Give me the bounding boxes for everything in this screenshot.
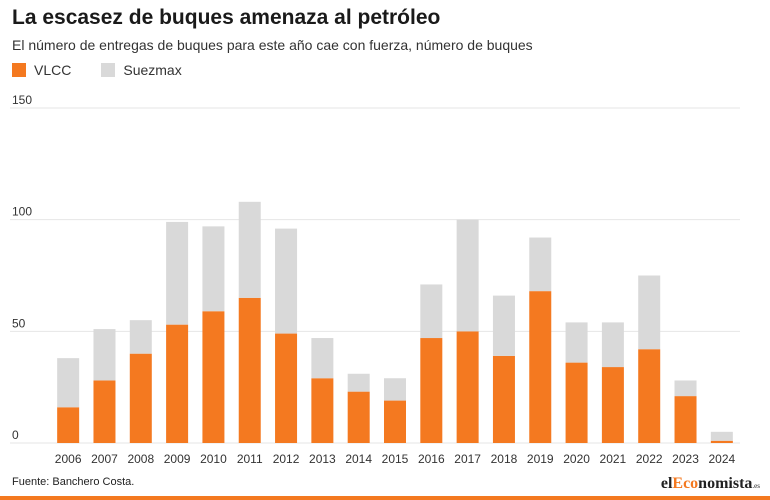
bar-vlcc-2018 [492, 355, 515, 443]
bar-vlcc-2009 [166, 324, 189, 443]
legend-label-suezmax: Suezmax [123, 62, 182, 78]
bar-suezmax-2022 [638, 275, 661, 350]
y-tick-label-0: 0 [12, 428, 19, 442]
brand-suffix: .es [752, 482, 760, 490]
bars-layer [57, 201, 733, 443]
source-note: Fuente: Banchero Costa. [12, 476, 135, 488]
brand-accent: Eco [672, 475, 699, 492]
x-tick-label-2011: 2011 [237, 452, 263, 466]
bar-suezmax-2020 [565, 322, 588, 363]
bar-vlcc-2013 [311, 378, 334, 443]
bar-vlcc-2017 [456, 331, 479, 443]
x-tick-label-2010: 2010 [200, 452, 227, 466]
legend-item-vlcc: VLCC [12, 62, 71, 78]
x-tick-label-2020: 2020 [563, 452, 590, 466]
bar-vlcc-2010 [202, 311, 225, 443]
bar-vlcc-2016 [420, 338, 443, 443]
bar-suezmax-2019 [529, 237, 552, 292]
bar-vlcc-2006 [57, 407, 80, 443]
bar-vlcc-2014 [347, 391, 370, 443]
x-tick-label-2024: 2024 [708, 452, 735, 466]
legend-item-suezmax: Suezmax [101, 62, 182, 78]
bar-suezmax-2024 [710, 431, 733, 441]
bar-suezmax-2017 [456, 219, 479, 332]
bar-suezmax-2006 [57, 358, 80, 408]
brand-rest: nomista [698, 475, 753, 492]
bar-vlcc-2020 [565, 362, 588, 443]
bar-vlcc-2015 [384, 400, 406, 443]
legend-swatch-suezmax [101, 63, 116, 77]
x-tick-label-2013: 2013 [309, 452, 336, 466]
bar-vlcc-2023 [674, 396, 697, 443]
bar-vlcc-2021 [601, 367, 624, 443]
x-tick-label-2016: 2016 [418, 452, 445, 466]
bar-vlcc-2008 [129, 353, 152, 443]
x-tick-label-2021: 2021 [600, 452, 627, 466]
x-tick-label-2006: 2006 [55, 452, 82, 466]
chart-subtitle: El número de entregas de buques para est… [12, 37, 533, 53]
x-tick-label-2012: 2012 [273, 452, 300, 466]
x-tick-label-2014: 2014 [345, 452, 372, 466]
bar-vlcc-2011 [238, 297, 261, 443]
brand-prefix: el [660, 475, 673, 492]
x-tick-label-2009: 2009 [164, 452, 191, 466]
x-tick-label-2019: 2019 [527, 452, 554, 466]
footer-accent-bar [0, 496, 770, 500]
bar-vlcc-2022 [638, 349, 661, 443]
x-tick-label-2022: 2022 [636, 452, 663, 466]
y-tick-label-150: 150 [12, 93, 32, 107]
bar-suezmax-2023 [674, 380, 697, 397]
x-tick-label-2023: 2023 [672, 452, 699, 466]
bar-suezmax-2011 [238, 201, 261, 298]
x-tick-label-2007: 2007 [91, 452, 118, 466]
x-tick-label-2008: 2008 [127, 452, 154, 466]
bar-vlcc-2024 [710, 440, 733, 443]
bar-suezmax-2021 [601, 322, 624, 368]
grid-layer [10, 107, 740, 444]
legend-swatch-vlcc [12, 63, 26, 77]
chart-title: La escasez de buques amenaza al petróleo [12, 6, 441, 29]
bar-suezmax-2010 [202, 226, 225, 312]
bar-suezmax-2013 [311, 338, 334, 379]
y-tick-label-50: 50 [12, 316, 26, 330]
bar-vlcc-2019 [529, 291, 552, 443]
x-tick-label-2018: 2018 [491, 452, 518, 466]
bar-suezmax-2009 [166, 221, 189, 325]
bar-vlcc-2012 [275, 333, 298, 443]
brand-logo[interactable]: elEconomista.es [661, 475, 760, 493]
bar-suezmax-2007 [93, 329, 116, 381]
x-tick-label-2017: 2017 [454, 452, 481, 466]
legend-label-vlcc: VLCC [34, 62, 72, 78]
bar-suezmax-2018 [492, 295, 515, 356]
y-tick-label-100: 100 [12, 205, 32, 219]
labels-layer: 0 50 100 150 2006 2007 2008 2009 2010 2011 2012 201… [12, 93, 736, 466]
bar-suezmax-2012 [275, 228, 298, 334]
bar-suezmax-2014 [347, 373, 370, 392]
x-tick-label-2015: 2015 [382, 452, 409, 466]
bar-vlcc-2007 [93, 380, 116, 443]
bar-suezmax-2008 [129, 320, 152, 354]
chart-legend: VLCC Suezmax [12, 62, 212, 78]
bar-suezmax-2015 [384, 378, 406, 401]
bar-suezmax-2016 [420, 284, 443, 339]
